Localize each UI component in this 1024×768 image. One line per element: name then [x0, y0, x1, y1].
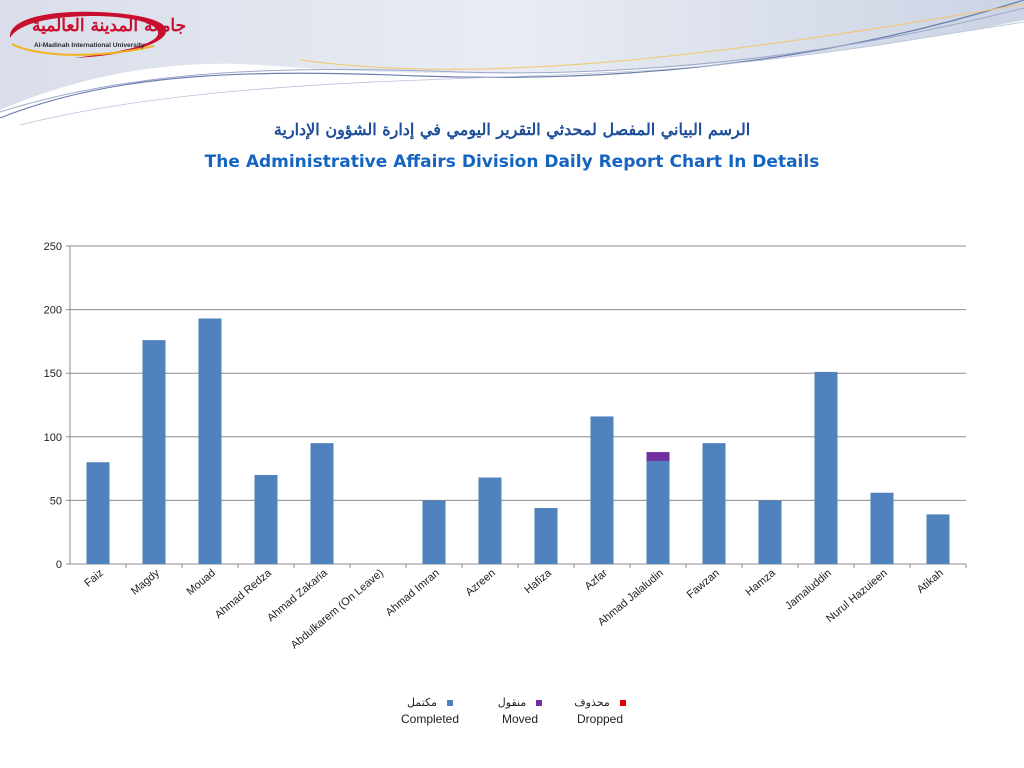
legend-label: Moved: [501, 712, 539, 726]
x-tick-label: Jamaluddin: [783, 567, 834, 612]
legend-label-ar: مكتمل: [407, 696, 437, 709]
bar-completed: [534, 508, 558, 564]
bar-completed: [926, 514, 950, 564]
x-tick-label: Azfar: [583, 567, 611, 593]
logo-swoosh-icon: [9, 11, 167, 58]
bar-completed: [310, 443, 334, 564]
bar-completed: [646, 460, 670, 564]
bar-completed: [758, 500, 782, 564]
header-banner: [0, 0, 1024, 126]
legend-label: Completed: [400, 712, 460, 726]
y-tick-label: 200: [44, 305, 62, 317]
y-tick-label: 0: [56, 559, 62, 571]
bar-completed: [86, 462, 110, 564]
legend-label-ar: منقول: [497, 696, 527, 709]
bar-completed: [422, 500, 446, 564]
x-tick-label: Abdulkarem (On Leave): [289, 567, 386, 651]
x-tick-label: Fawzan: [685, 567, 722, 601]
legend-label-ar: محذوف: [574, 696, 610, 709]
bar-completed: [814, 371, 838, 564]
bar-completed: [590, 416, 614, 564]
x-tick-label: Nurul Hazuieen: [824, 567, 890, 625]
legend-item-moved: منقول Moved: [480, 696, 560, 726]
chart-title-arabic: الرسم البياني المفصل لمحدثي التقرير اليو…: [273, 120, 751, 139]
legend-swatch-dropped: [619, 700, 626, 706]
logo-arabic-text: جامعة المدينة العالمية: [32, 16, 187, 36]
university-logo: جامعة المدينة العالمية Al-Madinah Intern…: [4, 4, 186, 62]
x-tick-label: Atikah: [915, 567, 946, 596]
logo-english-text: Al-Madinah International University: [34, 42, 145, 49]
bar-completed: [142, 340, 166, 564]
bar-completed: [198, 318, 222, 564]
y-tick-label: 150: [44, 368, 62, 380]
y-tick-label: 100: [44, 432, 62, 444]
x-tick-label: Ahmad Imran: [384, 567, 442, 619]
legend-swatch-completed: [446, 700, 453, 706]
bar-completed: [478, 477, 502, 564]
x-tick-label: Mouad: [184, 567, 217, 598]
x-tick-label: Faiz: [82, 567, 106, 590]
x-tick-label: Hafiza: [522, 567, 554, 597]
bar-completed: [870, 492, 894, 564]
x-tick-label: Ahmad Redza: [213, 567, 275, 622]
chart-title-english: The Administrative Affairs Division Dail…: [204, 152, 820, 172]
x-tick-label: Azreen: [464, 567, 498, 599]
chart-legend: مكتمل Completed منقول Moved محذوف Droppe…: [380, 696, 640, 736]
legend-item-completed: مكتمل Completed: [380, 696, 480, 726]
x-tick-label: Magdy: [129, 567, 162, 598]
bar-completed: [254, 474, 278, 564]
bar-moved: [646, 452, 670, 461]
legend-item-dropped: محذوف Dropped: [560, 696, 640, 726]
legend-swatch-moved: [536, 700, 543, 706]
x-tick-label: Hamza: [744, 567, 779, 599]
bar-completed: [702, 443, 726, 564]
y-tick-label: 250: [44, 241, 62, 253]
y-tick-label: 50: [50, 495, 62, 507]
legend-label: Dropped: [576, 712, 624, 726]
